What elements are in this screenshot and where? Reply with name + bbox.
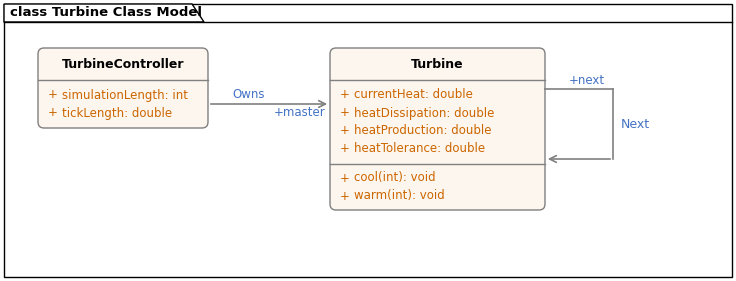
Text: +: +: [340, 171, 350, 185]
Text: +: +: [340, 189, 350, 203]
Text: Owns: Owns: [233, 89, 265, 101]
Text: tickLength: double: tickLength: double: [62, 106, 172, 119]
Text: heatTolerance: double: heatTolerance: double: [354, 142, 485, 155]
Text: Turbine: Turbine: [411, 58, 464, 71]
Text: heatProduction: double: heatProduction: double: [354, 124, 492, 137]
Text: heatDissipation: double: heatDissipation: double: [354, 106, 495, 119]
Text: +: +: [48, 89, 58, 101]
Text: +: +: [48, 106, 58, 119]
Text: TurbineController: TurbineController: [62, 58, 184, 71]
Text: +: +: [340, 142, 350, 155]
Text: +next: +next: [569, 74, 605, 87]
Text: Next: Next: [621, 117, 650, 130]
Text: +: +: [340, 124, 350, 137]
Text: +: +: [340, 106, 350, 119]
FancyBboxPatch shape: [38, 48, 208, 128]
Text: +master: +master: [274, 106, 326, 119]
Text: warm(int): void: warm(int): void: [354, 189, 445, 203]
Text: currentHeat: double: currentHeat: double: [354, 89, 473, 101]
Text: cool(int): void: cool(int): void: [354, 171, 436, 185]
Polygon shape: [4, 4, 204, 22]
Text: +: +: [340, 89, 350, 101]
Text: class Turbine Class Model: class Turbine Class Model: [10, 6, 202, 19]
Text: simulationLength: int: simulationLength: int: [62, 89, 188, 101]
FancyBboxPatch shape: [330, 48, 545, 210]
